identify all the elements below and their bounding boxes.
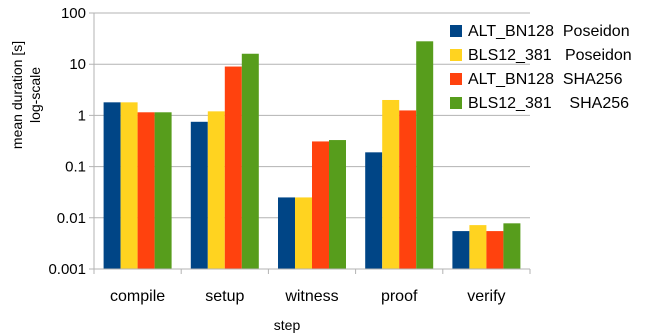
x-category-label: proof [381,288,418,305]
bar [154,112,172,269]
bar [312,141,329,269]
x-axis-title: step [274,317,301,333]
y-tick-label: 0.01 [57,210,86,227]
x-category-label: setup [205,288,244,305]
bar [137,112,155,269]
bars [103,41,521,270]
y-tick-label: 1 [78,107,86,124]
y-axis-title-line-2: log-scale [27,67,43,123]
y-tick-label: 0.001 [48,261,86,278]
x-category-label: compile [110,288,165,305]
y-tick-label: 10 [69,56,86,73]
bar [486,231,504,269]
legend-label: BLS12_381 Poseidon [468,47,632,64]
bar [329,140,346,269]
bar [207,111,225,269]
bar [224,66,242,269]
y-tick-label: 0.1 [65,159,86,176]
x-category-label: witness [284,288,338,305]
legend-label: ALT_BN128 SHA256 [468,71,623,88]
legend-swatch [450,73,462,85]
legend: ALT_BN128 Poseidon BLS12_381 Poseidon ALT_… [450,23,632,112]
bar [120,102,138,269]
bar [416,41,434,269]
legend-swatch [450,97,462,109]
x-category-labels: compile setup witness proof verify [110,288,505,305]
legend-label: ALT_BN128 Poseidon [468,23,630,40]
bar [103,102,121,269]
y-axis-title-line-1: mean duration [s] [9,41,25,149]
bar [295,197,312,269]
bar [503,223,521,269]
bar [469,225,487,269]
bar [190,121,208,269]
bar [452,231,470,269]
bar [399,110,417,270]
legend-label: BLS12_381 SHA256 [468,95,629,112]
bar [241,53,259,270]
bar [382,99,400,269]
legend-swatch [450,25,462,37]
bar [365,152,383,269]
legend-swatch [450,49,462,61]
bar [278,197,295,269]
y-tick-label: 100 [61,5,86,22]
axes [89,13,531,274]
x-category-label: verify [467,288,505,305]
y-tick-labels: 100 10 1 0.1 0.01 0.001 [48,5,86,278]
